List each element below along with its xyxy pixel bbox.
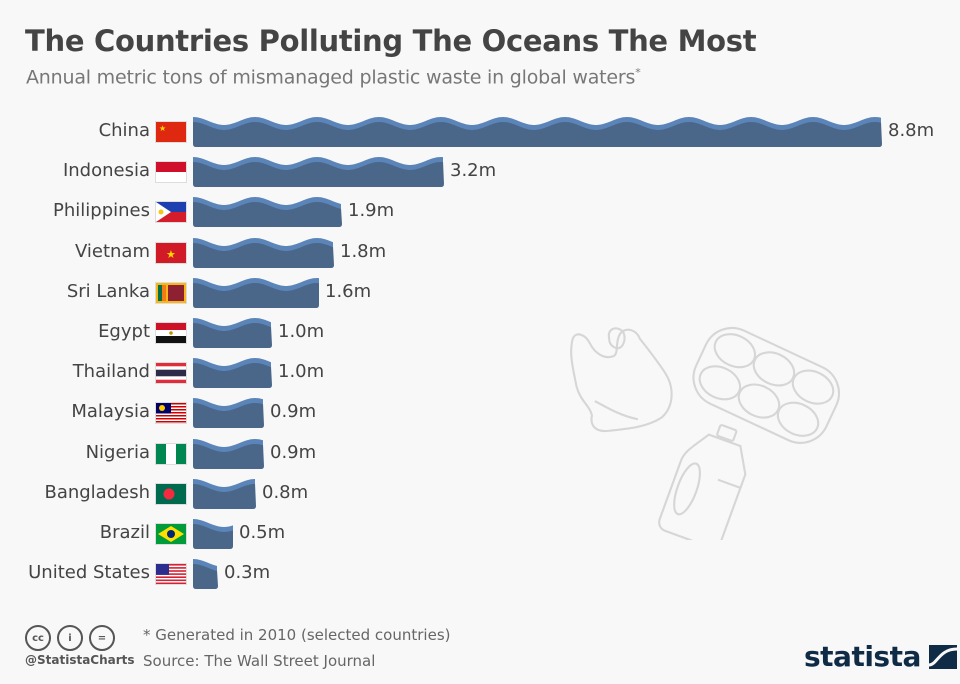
chart-title: The Countries Polluting The Oceans The M… (25, 24, 757, 58)
wave-bar (193, 197, 342, 228)
country-label: Egypt (98, 321, 150, 342)
value-label: 0.5m (239, 522, 286, 543)
bar-row: Sri Lanka 1.6m (0, 276, 960, 308)
footnote: * Generated in 2010 (selected countries) (143, 626, 451, 644)
country-label: Indonesia (62, 160, 150, 182)
footnote-marker: * (635, 66, 641, 79)
plastic-bag-icon (570, 327, 673, 433)
bar-row: United States 0.3m (0, 557, 960, 590)
country-label: Philippines (53, 200, 150, 222)
creative-commons-icons: cc i = (25, 625, 115, 651)
twitter-handle[interactable]: @StatistaCharts (25, 653, 135, 667)
statista-logo[interactable]: statista (804, 640, 957, 673)
wave-bar (193, 398, 264, 429)
statista-logo-text: statista (804, 640, 921, 673)
vietnam-flag-icon: ★ (156, 242, 186, 263)
united-states-flag-icon (156, 564, 186, 585)
sri-lanka-flag-icon (156, 282, 186, 303)
brazil-flag-icon (156, 524, 186, 544)
egypt-flag-icon (156, 323, 186, 343)
source-text: Source: The Wall Street Journal (143, 652, 376, 670)
wave-bar (193, 157, 444, 188)
country-label: Malaysia (71, 401, 150, 423)
country-label: Vietnam (74, 240, 150, 262)
chart-subtitle: Annual metric tons of mismanaged plastic… (26, 66, 641, 88)
wave-bar (193, 237, 334, 268)
country-label: United States (28, 562, 150, 584)
statista-logo-icon (928, 644, 957, 669)
value-label: 1.0m (278, 321, 325, 342)
value-label: 0.3m (224, 562, 271, 584)
value-label: 1.8m (340, 240, 387, 262)
svg-text:★: ★ (166, 248, 176, 261)
malaysia-flag-icon (156, 403, 186, 424)
wave-bar (193, 277, 319, 308)
value-label: 0.9m (270, 401, 317, 423)
bar-row: Indonesia 3.2m (0, 155, 960, 188)
svg-text:★: ★ (159, 124, 166, 133)
indonesia-flag-icon (156, 162, 186, 183)
value-label: 0.8m (262, 481, 309, 503)
bar-row: Brazil 0.5m (0, 517, 960, 549)
bar-row: Nigeria 0.9m (0, 437, 960, 469)
country-label: Bangladesh (44, 481, 150, 503)
value-label: 1.9m (348, 200, 395, 222)
no-derivatives-icon[interactable]: = (89, 625, 115, 651)
subtitle-text: Annual metric tons of mismanaged plastic… (26, 66, 636, 89)
value-label: 1.6m (325, 280, 372, 302)
wave-bar (193, 117, 882, 147)
cc-license-icon[interactable]: cc (25, 625, 51, 651)
wave-bar (193, 519, 233, 549)
attribution-icon[interactable]: i (57, 625, 83, 651)
bar-row: Bangladesh 0.8m (0, 477, 960, 509)
wave-bar (193, 478, 256, 509)
nigeria-flag-icon (156, 443, 186, 464)
wave-bar (193, 358, 272, 389)
value-label: 8.8m (888, 120, 935, 141)
bangladesh-flag-icon (156, 483, 186, 504)
bar-row: Thailand 1.0m (0, 356, 960, 389)
bar-row: Philippines 1.9m (0, 195, 960, 228)
bar-row: Egypt 1.0m (0, 316, 960, 348)
value-label: 1.0m (278, 361, 325, 383)
country-label: Nigeria (85, 441, 150, 463)
value-label: 3.2m (450, 160, 497, 182)
plastic-bottle-icon (658, 424, 747, 540)
value-label: 0.9m (270, 441, 317, 463)
philippines-flag-icon (156, 202, 186, 223)
wave-bar (193, 318, 272, 348)
bar-chart: China ★ 8.8m Indonesia 3.2m Philippines 1.9m Vi… (0, 115, 960, 590)
country-label: Thailand (72, 361, 150, 383)
bar-row: Malaysia 0.9m (0, 396, 960, 429)
six-pack-rings-icon (692, 326, 840, 444)
country-label: Brazil (99, 522, 150, 543)
country-label: Sri Lanka (66, 280, 150, 302)
thailand-flag-icon (156, 363, 186, 384)
china-flag-icon: ★ (156, 122, 186, 142)
bar-row: Vietnam ★ 1.8m (0, 236, 960, 268)
wave-bar (193, 559, 218, 590)
bar-row: China ★ 8.8m (0, 115, 960, 147)
country-label: China (98, 120, 150, 141)
wave-bar (193, 438, 264, 469)
plastic-waste-illustration (570, 326, 840, 540)
